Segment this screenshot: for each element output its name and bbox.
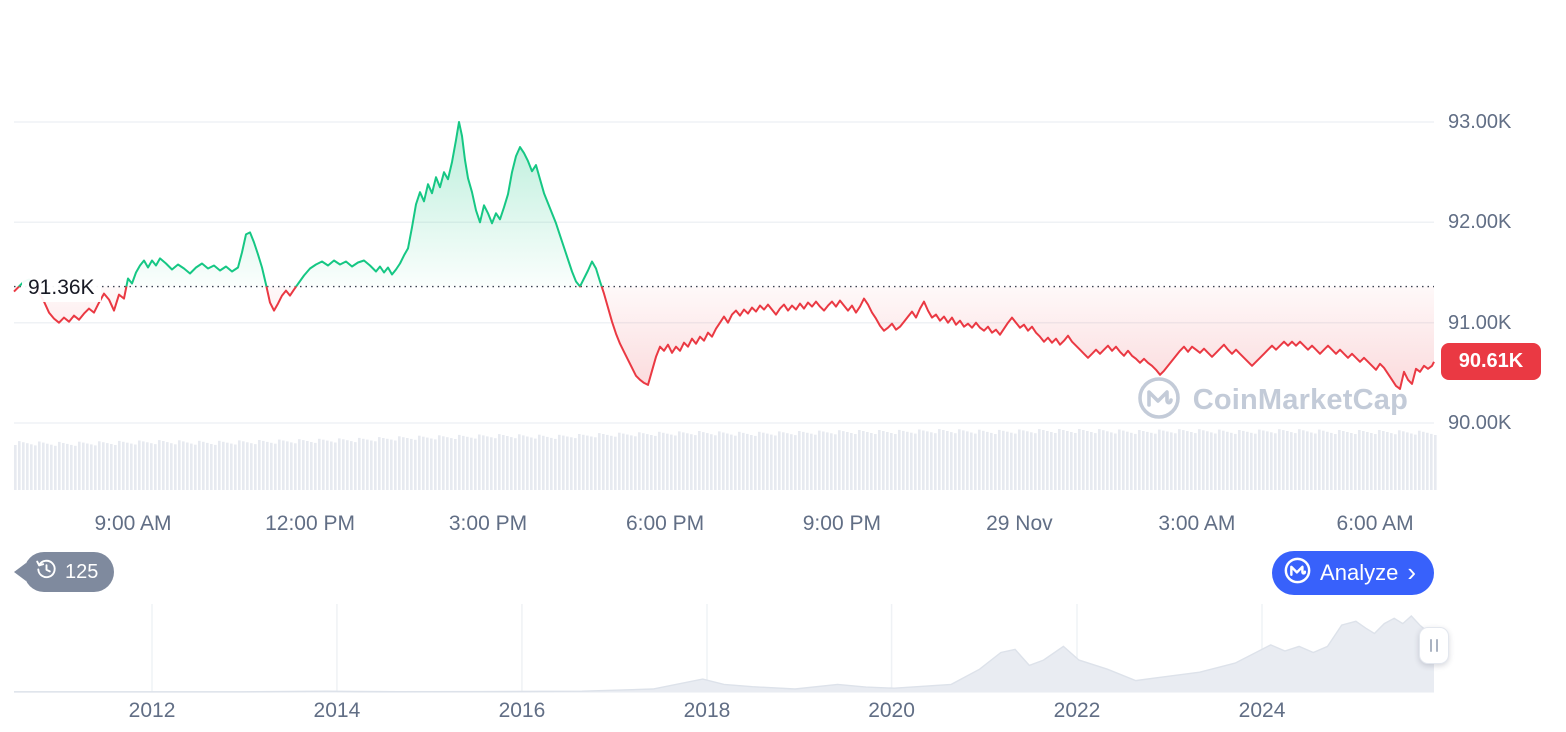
x-tick-label: 3:00 AM [1158, 512, 1236, 535]
brush-handle-bar [1430, 639, 1432, 652]
year-tick-label: 2012 [128, 699, 176, 722]
history-count-label: 125 [65, 560, 99, 583]
x-tick-label: 6:00 AM [1336, 512, 1414, 535]
history-count-badge[interactable]: 125 [24, 552, 115, 592]
x-tick-label: 29 Nov [986, 512, 1053, 535]
year-tick-label: 2020 [868, 699, 915, 722]
year-tick-label: 2014 [313, 699, 361, 722]
y-tick-label: 91.00K [1448, 311, 1512, 334]
coinmarketcap-logo-icon [1284, 557, 1311, 590]
year-tick-label: 2022 [1053, 699, 1101, 722]
x-tick-label: 12:00 PM [265, 512, 356, 535]
x-tick-label: 9:00 PM [802, 512, 881, 535]
history-clock-icon [36, 559, 57, 586]
current-price-badge: 90.61K [1441, 343, 1541, 380]
year-tick-label: 2018 [683, 699, 731, 722]
analyze-button[interactable]: Analyze › [1272, 551, 1434, 595]
range-selector-chart[interactable] [0, 602, 1566, 701]
year-tick-label: 2016 [498, 699, 546, 722]
y-tick-label: 92.00K [1448, 211, 1512, 234]
price-chart[interactable] [0, 0, 1566, 550]
brush-handle-bar [1436, 639, 1438, 652]
analyze-button-label: Analyze [1320, 560, 1399, 585]
coinmarketcap-logo-icon [1137, 376, 1181, 425]
year-tick-label: 2024 [1238, 699, 1286, 722]
x-tick-label: 3:00 PM [448, 512, 528, 535]
coinmarketcap-watermark: CoinMarketCap [1137, 376, 1408, 425]
y-tick-label: 93.00K [1448, 111, 1512, 133]
chevron-right-icon: › [1407, 556, 1416, 587]
watermark-text: CoinMarketCap [1192, 384, 1408, 416]
brush-handle[interactable] [1419, 627, 1449, 664]
y-tick-label: 90.00K [1448, 411, 1512, 434]
x-tick-label: 6:00 PM [625, 512, 705, 535]
baseline-price-label: 91.36K [22, 274, 101, 302]
x-tick-label: 9:00 AM [94, 512, 172, 535]
